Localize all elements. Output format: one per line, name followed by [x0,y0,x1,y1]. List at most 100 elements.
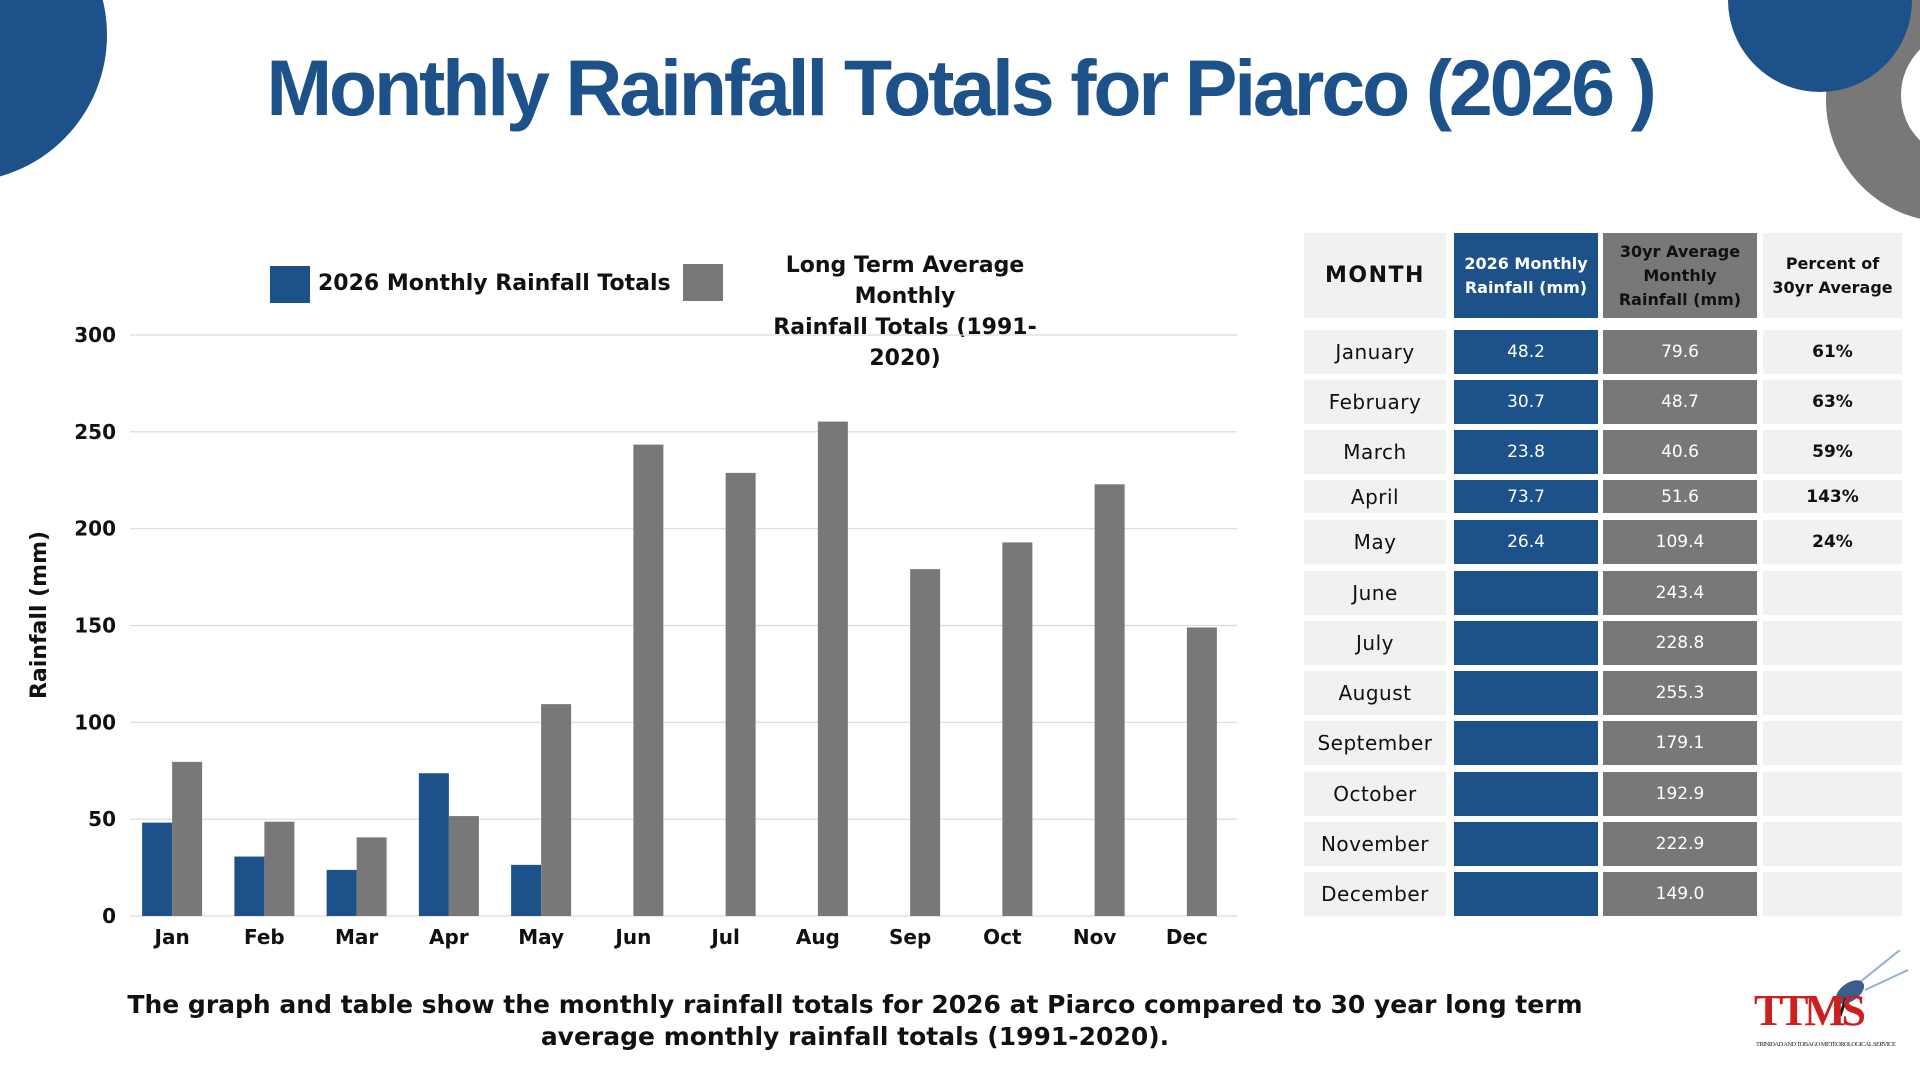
x-tick-label: Jun [613,925,651,949]
y-tick-label: 0 [102,904,116,928]
table-cell-percent: 59% [1763,430,1902,474]
bar-average-feb [264,821,295,916]
bar-2026-apr [418,773,449,916]
table-cell-average: 40.6 [1603,430,1757,474]
page-title: Monthly Rainfall Totals for Piarco (2026… [266,43,1657,132]
table-header-rain-2026-line: 2026 Monthly [1464,253,1588,273]
table-header-month-text: MONTH [1325,263,1425,288]
rainfall-bar-chart: 0 50 100 150 200 250 300 Jan Feb Mar Apr May Jun Jul A… [27,323,1237,949]
bar-average-sep [910,569,941,916]
table-cell-month: September [1304,721,1446,765]
table-cell-average: 255.3 [1603,671,1757,715]
table-cell-rain-2026 [1454,822,1598,866]
bar-2026-feb [234,856,265,916]
table-header-average: 30yr Average Monthly Rainfall (mm) [1603,233,1757,318]
top-right-white-ring [1901,49,1920,141]
bar-average-oct [1002,542,1033,916]
bar-2026-mar [326,869,357,916]
table-cell-average: 48.7 [1603,380,1757,424]
table-header-rain-2026-line: Rainfall (mm) [1464,277,1588,297]
legend-label-2026: 2026 Monthly Rainfall Totals [318,271,671,296]
table-header-rain-2026: 2026 Monthly Rainfall (mm) [1454,233,1598,318]
table-header-month-line: MONTH [1325,263,1425,288]
bar-average-jan [172,761,203,916]
table-cell-percent: 143% [1763,480,1902,513]
table-cell-percent: 63% [1763,380,1902,424]
table-cell-percent [1763,671,1902,715]
y-tick-label: 150 [74,614,116,638]
legend-swatch-average [683,264,723,301]
radar-dish-icon [1835,950,1909,1017]
x-tick-label: Oct [983,925,1022,949]
table-cell-average: 149.0 [1603,872,1757,916]
table-cell-rain-2026 [1454,772,1598,816]
x-tick-label: Jul [709,925,740,949]
table-cell-average: 79.6 [1603,330,1757,374]
logo-text: TTMS [1754,986,1866,1035]
y-tick-label: 100 [74,710,116,734]
y-axis-label: Rainfall (mm) [27,531,52,699]
table-cell-month: December [1304,872,1446,916]
x-tick-label: Sep [889,925,931,949]
bar-average-nov [1094,484,1125,916]
x-tick-label: Apr [429,925,469,949]
table-cell-rain-2026: 26.4 [1454,520,1598,564]
table-cell-month: March [1304,430,1446,474]
table-cell-month: May [1304,520,1446,564]
table-cell-month: January [1304,330,1446,374]
x-tick-label: Aug [796,925,840,949]
table-header-average-text: 30yr Average Monthly Rainfall (mm) [1619,240,1741,312]
bar-average-apr [448,816,479,916]
legend-label-average-line1: Long Term Average Monthly [785,253,1025,309]
x-tick-label: Jan [153,925,190,949]
y-tick-label: 300 [74,323,116,347]
top-right-blue-circle [1728,0,1912,92]
table-cell-percent [1763,621,1902,665]
bar-average-dec [1186,627,1217,916]
table-cell-rain-2026: 23.8 [1454,430,1598,474]
y-tick-label: 50 [88,807,116,831]
table-cell-month: August [1304,671,1446,715]
table-cell-average: 51.6 [1603,480,1757,513]
table-cell-percent: 24% [1763,520,1902,564]
table-cell-percent [1763,822,1902,866]
x-tick-label: Feb [244,925,285,949]
table-header-percent: Percent of 30yr Average [1763,233,1902,318]
table-header-rain-2026-text: 2026 Monthly Rainfall (mm) [1464,252,1587,300]
table-header-percent-line: Percent of [1785,253,1880,273]
table-cell-rain-2026 [1454,621,1598,665]
table-header-average-line: Monthly [1643,265,1717,285]
table-cell-average: 228.8 [1603,621,1757,665]
logo-subtext: TRINIDAD AND TOBAGO METEOROLOGICAL SERVI… [1756,1041,1896,1048]
table-cell-month: June [1304,571,1446,615]
bar-average-jun [633,444,664,916]
bar-average-jul [725,472,756,916]
table-cell-percent [1763,772,1902,816]
legend-label-average: Long Term Average Monthly Rainfall Total… [745,250,1065,374]
table-header-percent-text: Percent of 30yr Average [1772,252,1892,300]
table-cell-rain-2026 [1454,671,1598,715]
x-tick-label: Dec [1166,925,1208,949]
legend-label-average-line2: Rainfall Totals (1991-2020) [773,315,1037,371]
y-tick-label: 250 [74,420,116,444]
table-cell-percent [1763,721,1902,765]
bar-average-mar [356,837,387,916]
bar-average-aug [817,421,848,916]
table-cell-rain-2026: 48.2 [1454,330,1598,374]
table-cell-average: 222.9 [1603,822,1757,866]
x-tick-label: Nov [1073,925,1117,949]
y-tick-label: 200 [74,517,116,541]
decorative-corner-shapes [0,0,1920,219]
table-cell-average: 109.4 [1603,520,1757,564]
table-header-month: MONTH [1304,233,1446,318]
table-cell-rain-2026 [1454,571,1598,615]
table-header-average-line: 30yr Average [1619,241,1741,261]
table-cell-month: April [1304,480,1446,513]
table-cell-month: February [1304,380,1446,424]
bar-2026-jan [142,822,173,916]
table-cell-month: November [1304,822,1446,866]
table-cell-month: July [1304,621,1446,665]
table-cell-average: 243.4 [1603,571,1757,615]
table-cell-month: October [1304,772,1446,816]
bar-average-may [541,704,572,916]
